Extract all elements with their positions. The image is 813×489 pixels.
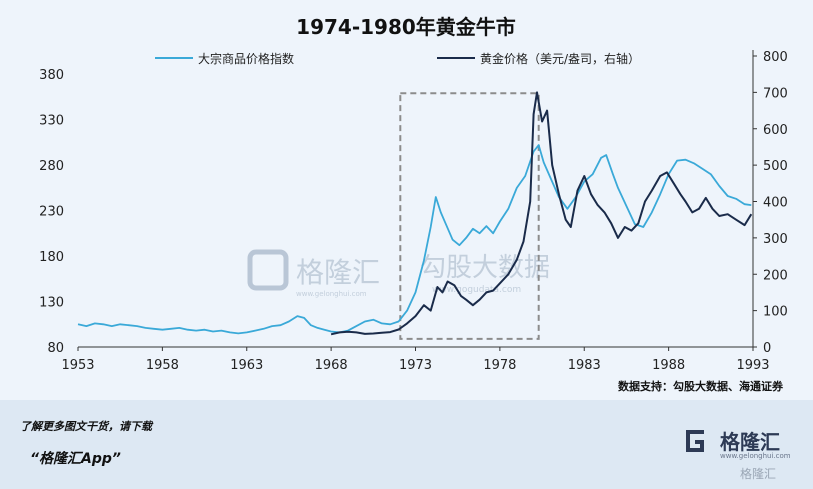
y-right-tick-label: 400 bbox=[763, 196, 788, 211]
x-tick-label: 1988 bbox=[652, 358, 685, 373]
y-right-tick-label: 500 bbox=[763, 159, 788, 174]
gelonghui-logo-icon bbox=[686, 430, 704, 452]
gold-price-line bbox=[330, 91, 753, 336]
highlight-box bbox=[399, 92, 540, 340]
x-tick-label: 1968 bbox=[315, 358, 348, 373]
logo-site: www.gelonghui.com bbox=[720, 452, 791, 460]
y-right-tick-label: 800 bbox=[763, 50, 788, 65]
x-tick-label: 1993 bbox=[736, 358, 769, 373]
footer-panel: 了解更多图文干货，请下载 “格隆汇App” 格隆汇 www.gelonghui.… bbox=[0, 400, 813, 489]
logo-text: 格隆汇 bbox=[720, 430, 780, 454]
y-right-tick-label: 0 bbox=[763, 341, 771, 356]
y-left-tick-label: 330 bbox=[39, 114, 64, 129]
data-source: 数据支持：勾股大数据、海通证券 bbox=[618, 379, 784, 393]
y-right-tick-label: 100 bbox=[763, 305, 788, 320]
watermark-partner: 勾股大数据 bbox=[420, 253, 550, 283]
y-right-tick-label: 600 bbox=[763, 123, 788, 138]
x-tick-label: 1978 bbox=[483, 358, 516, 373]
legend-label-gold: 黄金价格（美元/盎司，右轴） bbox=[480, 51, 640, 66]
watermark-site: www.gelonghui.com bbox=[296, 290, 367, 298]
y-left-tick-label: 130 bbox=[39, 296, 64, 311]
y-right-tick-label: 700 bbox=[763, 86, 788, 101]
commodity-index-line bbox=[77, 144, 752, 335]
y-left-tick-label: 80 bbox=[47, 341, 64, 356]
x-tick-label: 1983 bbox=[568, 358, 601, 373]
watermark-partner-site: www.gogudata.com bbox=[432, 285, 521, 295]
watermark-brand: 格隆汇 bbox=[296, 256, 380, 289]
chart-title: 1974-1980年黄金牛市 bbox=[296, 15, 516, 39]
y-left-tick-label: 230 bbox=[39, 205, 64, 220]
app-name: “格隆汇App” bbox=[30, 451, 121, 467]
y-right-tick-label: 200 bbox=[763, 268, 788, 283]
legend-label-commodity: 大宗商品价格指数 bbox=[198, 51, 294, 66]
chart-panel: 1974-1980年黄金牛市格隆汇 www.gelonghui.com 勾股大数据 w… bbox=[0, 0, 813, 400]
watermark-logo-icon bbox=[247, 249, 289, 291]
y-left-tick-label: 380 bbox=[39, 68, 64, 83]
y-left-tick-label: 280 bbox=[39, 159, 64, 174]
download-prompt: 了解更多图文干货，请下载 bbox=[20, 420, 152, 433]
y-right-tick-label: 300 bbox=[763, 232, 788, 247]
x-tick-label: 1953 bbox=[61, 358, 94, 373]
gelonghui-logo: 格隆汇 www.gelonghui.com bbox=[680, 422, 800, 462]
x-tick-label: 1958 bbox=[146, 358, 179, 373]
corner-watermark: 格隆汇 bbox=[740, 467, 777, 481]
y-left-tick-label: 180 bbox=[39, 250, 64, 265]
x-tick-label: 1973 bbox=[399, 358, 432, 373]
x-tick-label: 1963 bbox=[230, 358, 263, 373]
